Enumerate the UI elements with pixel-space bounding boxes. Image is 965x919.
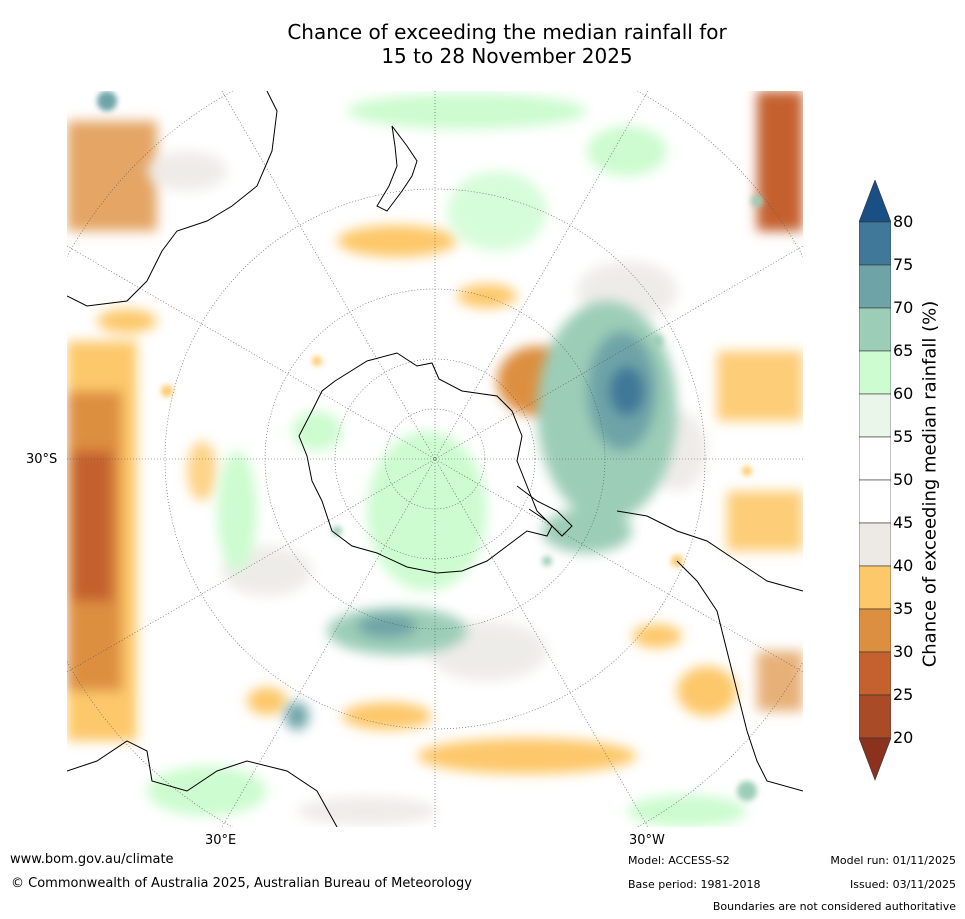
colorbar-swatch [859, 307, 891, 352]
colorbar-tick-label: 35 [893, 599, 914, 618]
lat-label-30s: 30°S [26, 452, 58, 467]
colorbar-swatch [859, 350, 891, 395]
colorbar-tick-label: 20 [893, 728, 914, 747]
colorbar-swatches [859, 180, 891, 781]
colorbar-tick-label: 50 [893, 470, 914, 489]
lon-label-30e: 30°E [205, 833, 237, 848]
wet-anomaly-patches [147, 93, 747, 827]
footer-copyright: © Commonwealth of Australia 2025, Austra… [11, 876, 472, 891]
dry-anomaly-patches [67, 91, 803, 774]
africa-coast [67, 740, 338, 827]
colorbar-extend-top [859, 180, 891, 223]
australia-coast [67, 91, 278, 307]
colorbar-swatch [859, 393, 891, 438]
colorbar-swatch [859, 608, 891, 653]
colorbar-title: Chance of exceeding median rainfall (%) [919, 300, 941, 668]
footer-model-run: Model run: 01/11/2025 [830, 854, 956, 867]
footer-base-period: Base period: 1981-2018 [628, 878, 761, 891]
footer-model: Model: ACCESS-S2 [628, 854, 730, 867]
colorbar-tick-label: 25 [893, 685, 914, 704]
colorbar-tick-label: 75 [893, 255, 914, 274]
coastlines [67, 91, 803, 827]
graticule [67, 91, 803, 827]
colorbar-swatch [859, 522, 891, 567]
colorbar-extend-bottom [859, 737, 891, 781]
footer-disclaimer: Boundaries are not considered authoritat… [712, 900, 956, 913]
antarctic-peninsula [516, 485, 573, 537]
colorbar-tick-label: 55 [893, 427, 914, 446]
colorbar-tick-label: 40 [893, 556, 914, 575]
title-line-1: Chance of exceeding the median rainfall … [287, 20, 727, 44]
colorbar-tick-label: 65 [893, 341, 914, 360]
colorbar-tick-label: 60 [893, 384, 914, 403]
antarctica-coast [298, 352, 553, 574]
colorbar [859, 180, 891, 781]
map-title: Chance of exceeding the median rainfall … [0, 20, 965, 68]
title-line-2: 15 to 28 November 2025 [381, 44, 633, 68]
south-america-lower [676, 560, 803, 792]
colorbar-swatch [859, 221, 891, 266]
map-svg [67, 91, 803, 827]
new-zealand [376, 125, 418, 212]
south-america-coast [616, 510, 803, 592]
colorbar-swatch [859, 264, 891, 309]
footer-website[interactable]: www.bom.gov.au/climate [10, 852, 174, 867]
rainfall-map[interactable] [67, 91, 803, 827]
colorbar-swatch [859, 479, 891, 524]
colorbar-tick-label: 45 [893, 513, 914, 532]
colorbar-swatch [859, 565, 891, 610]
lon-label-30w: 30°W [629, 833, 665, 848]
footer-issued: Issued: 03/11/2025 [849, 878, 956, 891]
colorbar-swatch [859, 651, 891, 696]
colorbar-tick-label: 70 [893, 298, 914, 317]
colorbar-swatch [859, 436, 891, 481]
colorbar-swatch [859, 694, 891, 739]
colorbar-tick-label: 80 [893, 212, 914, 231]
colorbar-tick-label: 30 [893, 642, 914, 661]
